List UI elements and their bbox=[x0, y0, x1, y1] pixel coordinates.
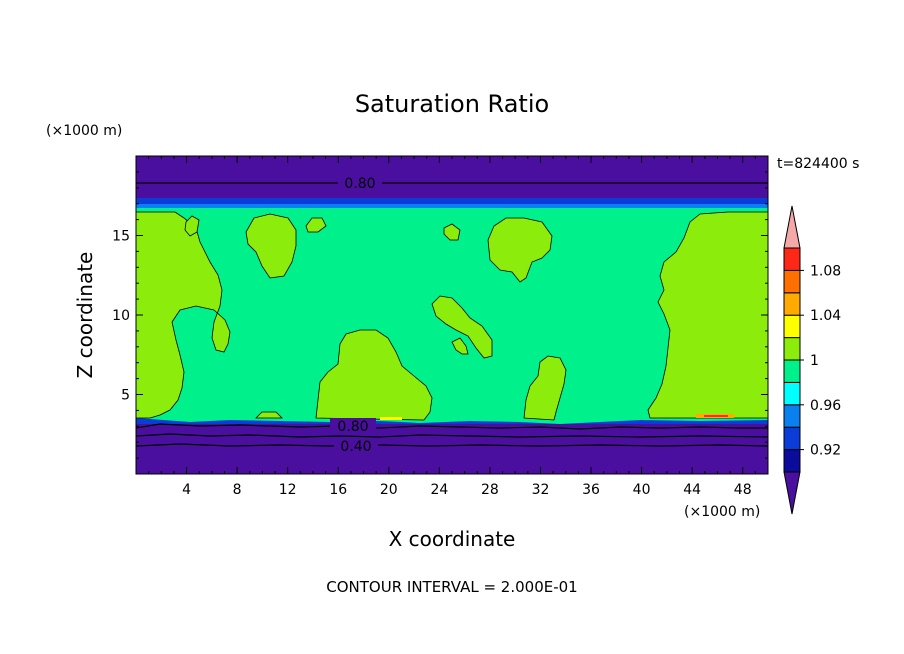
colorbar-band bbox=[783, 337, 801, 361]
colorbar-band bbox=[783, 269, 801, 294]
colorbar-band bbox=[783, 449, 801, 473]
y-tick-label: 10 bbox=[112, 308, 130, 324]
x-tick-label: 24 bbox=[430, 482, 448, 498]
colorbar-lower-arrow bbox=[783, 471, 801, 515]
x-tick-label: 12 bbox=[279, 482, 297, 498]
x-tick-label: 4 bbox=[182, 482, 191, 498]
colorbar: 1.08 1.04 1 0.96 0.92 bbox=[783, 205, 841, 515]
colorbar-band bbox=[783, 314, 801, 339]
field-blob-d bbox=[443, 223, 461, 241]
x-tick-label: 44 bbox=[683, 482, 701, 498]
x-unit-label: (×1000 m) bbox=[684, 504, 760, 520]
colorbar-label: 1.04 bbox=[810, 308, 841, 324]
plot-area: 0.80 0.80 0.40 bbox=[136, 156, 768, 474]
field-blob-f bbox=[431, 295, 493, 359]
contour-label-bottom: 0.40 bbox=[340, 439, 371, 455]
y-axis-label: Z coordinate bbox=[73, 252, 97, 379]
contour-label-upper: 0.80 bbox=[344, 176, 375, 192]
colorbar-band bbox=[783, 404, 801, 428]
field-patch-left bbox=[136, 211, 231, 419]
x-tick-label: 20 bbox=[380, 482, 398, 498]
field-blob-g bbox=[451, 337, 469, 355]
field-patch-center-right bbox=[523, 355, 567, 421]
colorbar-upper-arrow bbox=[783, 205, 801, 249]
field-blob-c bbox=[305, 217, 327, 233]
y-tick-label: 5 bbox=[121, 388, 130, 404]
colorbar-label: 0.92 bbox=[810, 443, 841, 459]
colorbar-band bbox=[783, 426, 801, 451]
contour-interval-label: CONTOUR INTERVAL = 2.000E-01 bbox=[326, 578, 577, 596]
field-patch-center bbox=[315, 329, 433, 421]
field-patch-right bbox=[647, 211, 768, 419]
chart-title: Saturation Ratio bbox=[355, 90, 549, 118]
y-axis: 5 10 15 bbox=[112, 171, 768, 459]
colorbar-band bbox=[783, 247, 801, 271]
contour-line-mid bbox=[136, 433, 768, 438]
field-blob-e bbox=[487, 217, 553, 283]
x-axis-label: X coordinate bbox=[389, 527, 516, 551]
colorbar-label: 1 bbox=[810, 353, 819, 369]
y-unit-label: (×1000 m) bbox=[46, 123, 122, 139]
x-tick-label: 16 bbox=[329, 482, 347, 498]
y-tick-label: 15 bbox=[112, 229, 130, 245]
x-tick-label: 40 bbox=[633, 482, 651, 498]
contour-label-lower: 0.80 bbox=[337, 419, 368, 435]
x-tick-label: 8 bbox=[233, 482, 242, 498]
colorbar-label: 1.08 bbox=[810, 263, 841, 279]
field-blob-a bbox=[184, 215, 200, 237]
colorbar-label: 0.96 bbox=[810, 398, 841, 414]
contour-line-0p40 bbox=[136, 443, 768, 447]
field-blob-b bbox=[245, 213, 297, 279]
x-tick-label: 48 bbox=[734, 482, 752, 498]
x-tick-label: 36 bbox=[582, 482, 600, 498]
colorbar-band bbox=[783, 359, 801, 383]
colorbar-band bbox=[783, 381, 801, 406]
time-label: t=824400 s bbox=[777, 156, 859, 172]
x-tick-label: 32 bbox=[532, 482, 550, 498]
x-tick-label: 28 bbox=[481, 482, 499, 498]
contour-line-0p80-lower bbox=[136, 423, 768, 430]
x-axis: 4 8 12 16 20 24 28 32 36 40 44 48 bbox=[148, 156, 756, 498]
colorbar-band bbox=[783, 292, 801, 316]
